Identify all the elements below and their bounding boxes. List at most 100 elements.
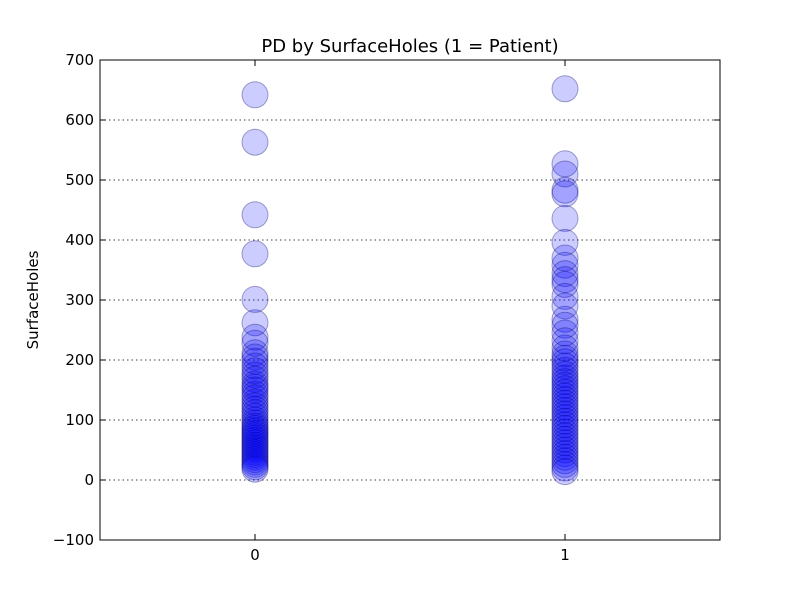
- y-tick-label: 600: [65, 111, 94, 129]
- data-point: [551, 160, 579, 188]
- data-point: [241, 373, 269, 401]
- data-point: [241, 388, 269, 416]
- data-point: [241, 392, 269, 420]
- data-point: [241, 434, 269, 462]
- data-point: [241, 309, 269, 337]
- data-point: [551, 400, 579, 428]
- data-point: [241, 399, 269, 427]
- data-point: [551, 327, 579, 355]
- data-point: [241, 285, 269, 313]
- data-point: [241, 128, 269, 156]
- data-point: [551, 429, 579, 457]
- data-point: [241, 419, 269, 447]
- data-point: [551, 319, 579, 347]
- data-point: [241, 446, 269, 474]
- data-point: [241, 380, 269, 408]
- data-points: [241, 75, 579, 486]
- data-point: [551, 368, 579, 396]
- data-point: [551, 305, 579, 333]
- data-point: [551, 334, 579, 362]
- chart-title: PD by SurfaceHoles (1 = Patient): [261, 36, 558, 57]
- y-tick-label: 0: [84, 471, 94, 489]
- data-point: [551, 311, 579, 339]
- grid-lines: [100, 119, 720, 481]
- data-point: [241, 352, 269, 380]
- data-point: [241, 376, 269, 404]
- data-point: [551, 356, 579, 384]
- data-point: [551, 382, 579, 410]
- data-point: [551, 266, 579, 294]
- data-point: [551, 360, 579, 388]
- data-point: [241, 422, 269, 450]
- data-point: [551, 292, 579, 320]
- y-tick-label: 700: [65, 51, 94, 69]
- data-point: [551, 340, 579, 368]
- x-tick-label: 0: [250, 546, 260, 564]
- y-axis-label: SurfaceHoles: [24, 250, 42, 349]
- data-point: [551, 407, 579, 435]
- data-point: [241, 395, 269, 423]
- data-point: [551, 411, 579, 439]
- data-point: [551, 393, 579, 421]
- data-point: [551, 352, 579, 380]
- data-point: [241, 409, 269, 437]
- data-point: [551, 228, 579, 256]
- data-point: [551, 180, 579, 208]
- data-point: [551, 375, 579, 403]
- data-point: [241, 414, 269, 442]
- y-tick-label: 400: [65, 231, 94, 249]
- data-point: [551, 404, 579, 432]
- y-tick-label: 100: [65, 411, 94, 429]
- data-point: [241, 455, 269, 483]
- data-point: [551, 251, 579, 279]
- data-point: [241, 417, 269, 445]
- data-point: [551, 75, 579, 103]
- data-point: [551, 386, 579, 414]
- data-point: [551, 396, 579, 424]
- y-tick-label: 200: [65, 351, 94, 369]
- data-point: [551, 447, 579, 475]
- data-point: [241, 339, 269, 367]
- data-point: [241, 370, 269, 398]
- data-point: [551, 344, 579, 372]
- data-point: [241, 402, 269, 430]
- data-point: [241, 343, 269, 371]
- data-point: [241, 424, 269, 452]
- data-point: [551, 389, 579, 417]
- data-point: [551, 204, 579, 232]
- data-point: [551, 458, 579, 486]
- data-point: [241, 426, 269, 454]
- data-point: [551, 260, 579, 288]
- data-point: [551, 454, 579, 482]
- data-point: [241, 384, 269, 412]
- data-point: [241, 429, 269, 457]
- data-point: [551, 432, 579, 460]
- data-point: [241, 361, 269, 389]
- data-point: [241, 240, 269, 268]
- data-point: [241, 438, 269, 466]
- data-point: [551, 436, 579, 464]
- data-point: [551, 414, 579, 442]
- data-point: [241, 443, 269, 471]
- data-point: [551, 378, 579, 406]
- data-point: [551, 450, 579, 478]
- y-tick-label: 500: [65, 171, 94, 189]
- data-point: [551, 282, 579, 310]
- data-point: [241, 412, 269, 440]
- data-point: [551, 348, 579, 376]
- data-point: [241, 436, 269, 464]
- data-point: [241, 347, 269, 375]
- data-point: [551, 176, 579, 204]
- data-point: [551, 270, 579, 298]
- y-tick-label: 300: [65, 291, 94, 309]
- data-point: [551, 443, 579, 471]
- data-point: [241, 323, 269, 351]
- data-point: [241, 81, 269, 109]
- data-point: [551, 371, 579, 399]
- x-tick-label: 1: [560, 546, 570, 564]
- data-point: [241, 357, 269, 385]
- data-point: [551, 422, 579, 450]
- data-point: [241, 365, 269, 393]
- data-point: [551, 244, 579, 272]
